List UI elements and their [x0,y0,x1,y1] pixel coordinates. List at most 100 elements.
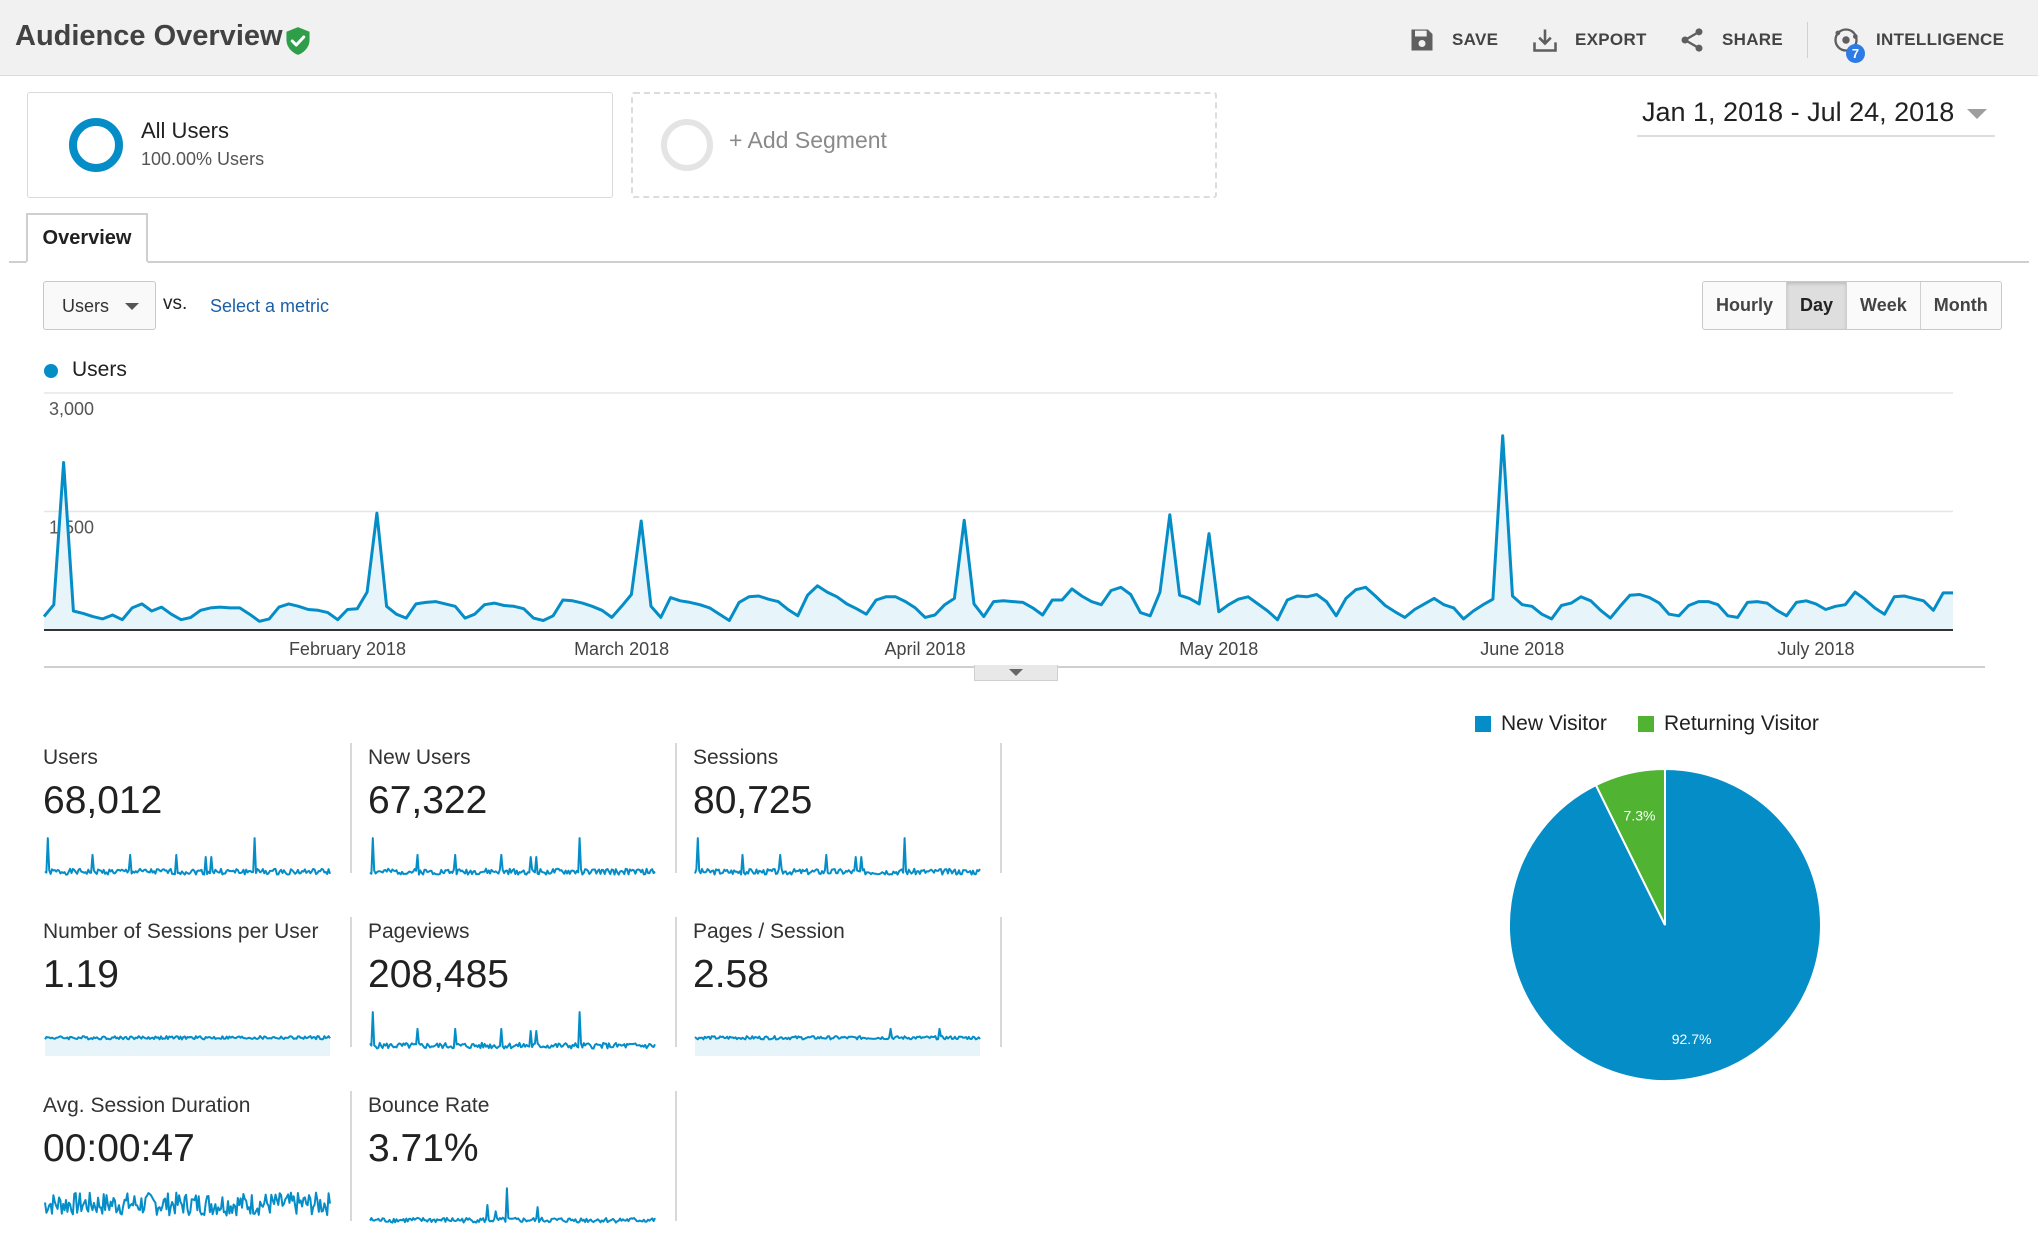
tile-separator [1000,743,1002,873]
empty-segment-ring-icon [661,119,713,171]
metric-value: 68,012 [43,779,163,822]
metric-tile[interactable]: New Users 67,322 [368,746,668,886]
metric-label: Pageviews [368,920,470,943]
tile-separator [350,743,352,873]
metric-tile[interactable]: Sessions 80,725 [693,746,993,886]
metric-sparkline [369,1187,656,1224]
tile-separator [675,1091,677,1221]
sparkline-path [369,1011,656,1050]
metric-label: Avg. Session Duration [43,1094,251,1117]
intelligence-label: INTELLIGENCE [1876,30,2005,49]
y-tick-label: 1,500 [49,518,94,538]
week-button[interactable]: Week [1847,282,1921,329]
month-button[interactable]: Month [1920,282,2001,329]
share-button[interactable]: SHARE [1678,26,1783,54]
sparkline-path [369,837,656,876]
sparkline-path [694,837,981,876]
sparkline-fill [695,1028,980,1056]
hourly-button[interactable]: Hourly [1703,282,1788,329]
chevron-down-icon [125,303,139,310]
metric-label: Pages / Session [693,920,845,943]
metric-select-value: Users [62,296,110,316]
metric-sparkline [44,1035,331,1056]
share-icon [1681,28,1703,52]
metric-label: Sessions [693,746,779,769]
metric-label: Users [43,746,98,769]
pie-legend-new: New Visitor [1475,712,1607,736]
metric-tile[interactable]: Avg. Session Duration 00:00:47 [43,1094,343,1234]
save-icon [1411,29,1433,51]
share-label: SHARE [1722,30,1784,49]
segment-title: All Users [141,118,230,143]
page-title: Audience Overview [15,20,283,52]
tile-separator [675,743,677,873]
metric-sparkline [44,1191,331,1217]
export-label: EXPORT [1575,30,1647,49]
tile-separator [350,917,352,1047]
users-area-fill [44,435,1953,630]
pie-slice-new-visitor[interactable] [1508,767,1822,1082]
add-segment-label: + Add Segment [729,127,887,153]
x-tick-label: March 2018 [574,639,669,659]
sparkline-path [44,1035,331,1041]
metric-label: Number of Sessions per User [43,920,319,943]
pie-slice-label: 7.3% [1624,808,1656,824]
date-range-picker[interactable]: Jan 1, 2018 - Jul 24, 2018 [1637,97,1995,137]
verified-shield-icon [286,27,310,55]
sparkline-path [694,1027,981,1041]
segment-ring-icon [69,118,123,172]
legend-label-new: New Visitor [1501,712,1607,735]
metric-sparkline [44,837,331,876]
chevron-down-icon [1009,669,1023,676]
metric-tile[interactable]: Number of Sessions per User 1.19 [43,920,343,1060]
tab-overview[interactable]: Overview [26,213,148,263]
metric-tile[interactable]: Users 68,012 [43,746,343,886]
legend-dot-users [44,364,58,378]
metric-sparkline [369,837,656,876]
date-range-label: Jan 1, 2018 - Jul 24, 2018 [1642,97,1955,127]
granularity-toggle: Hourly Day Week Month [1702,281,2002,330]
chart-collapse-toggle[interactable] [974,665,1058,681]
segment-all-users[interactable]: All Users 100.00% Users [27,92,613,198]
legend-label-users: Users [72,358,127,381]
users-series-line [42,434,1953,623]
day-button[interactable]: Day [1787,282,1848,329]
legend-label-returning: Returning Visitor [1664,712,1819,735]
metric-tile[interactable]: Pages / Session 2.58 [693,920,993,1060]
export-button[interactable]: EXPORT [1531,26,1647,54]
pie-legend-returning: Returning Visitor [1638,712,1819,736]
sparkline-path [44,837,331,876]
metric-tile[interactable]: Pageviews 208,485 [368,920,668,1060]
intelligence-badge: 7 [1846,44,1865,63]
tab-bar-divider [9,261,2029,263]
pie-slice-label: 92.7% [1672,1031,1712,1047]
y-tick-label: 3,000 [49,399,94,419]
metric-sparkline [694,1027,981,1056]
vs-label: vs. [163,293,188,314]
export-icon [1533,29,1557,52]
sparkline-path [44,1191,331,1217]
select-metric-link[interactable]: Select a metric [210,296,330,316]
add-segment-button[interactable]: + Add Segment [631,92,1217,198]
x-tick-label: February 2018 [289,639,406,659]
metric-label: New Users [368,746,471,769]
tile-separator [1000,917,1002,1047]
visitor-pie-chart: 92.7% 7.3% [1508,767,1822,1082]
chevron-down-icon [1967,109,1987,119]
metric-value: 1.19 [43,953,119,996]
metric-value: 208,485 [368,953,509,996]
metric-value: 00:00:47 [43,1127,195,1170]
metric-select[interactable]: Users [43,281,156,330]
pie-slice-returning-visitor[interactable] [1594,767,1666,926]
metric-tile[interactable]: Bounce Rate 3.71% [368,1094,668,1234]
metric-value: 67,322 [368,779,488,822]
sparkline-path [369,1187,656,1224]
tile-separator [350,1091,352,1221]
segment-subtitle: 100.00% Users [141,149,265,169]
tile-separator [675,917,677,1047]
x-tick-label: June 2018 [1480,639,1564,659]
save-button[interactable]: SAVE [1408,26,1498,54]
save-label: SAVE [1452,30,1499,49]
metric-value: 80,725 [693,779,813,822]
metric-label: Bounce Rate [368,1094,490,1117]
